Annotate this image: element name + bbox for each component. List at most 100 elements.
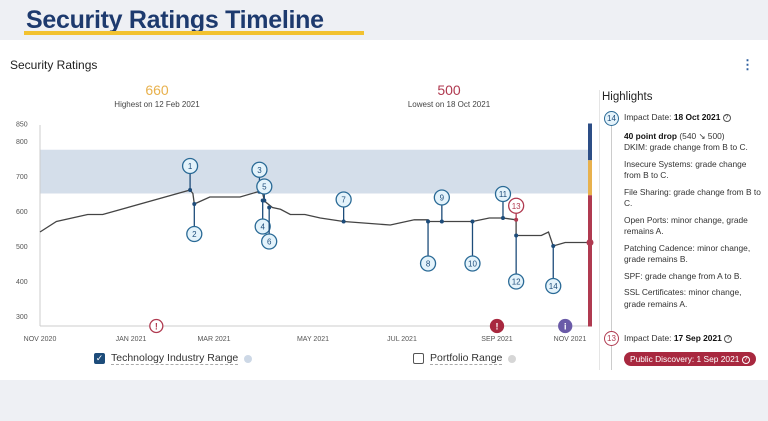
industry-range-band — [40, 149, 588, 194]
highest-stat: 660 Highest on 12 Feb 2021 — [77, 82, 237, 109]
x-tick-label: NOV 2020 — [24, 336, 57, 343]
page-title: Security Ratings Timeline — [26, 6, 324, 34]
industry-checkbox[interactable]: ✓ — [94, 353, 105, 364]
marker-circle — [507, 197, 525, 214]
marker-circle — [464, 255, 481, 272]
highlight-change-line: SSL Certificates: minor change, grade re… — [624, 287, 742, 309]
x-tick-label: NOV 2021 — [554, 336, 587, 343]
rating-line — [39, 189, 588, 247]
marker-point — [262, 198, 267, 203]
grade-bar-segment — [588, 160, 592, 196]
marker-number: 10 — [468, 260, 477, 269]
marker-number: 13 — [512, 202, 521, 211]
event-marker-2[interactable]: 2 — [186, 202, 203, 243]
marker-circle — [335, 191, 352, 208]
highest-label: Highest on 12 Feb 2021 — [114, 100, 200, 109]
exclamation-icon[interactable]: ! — [489, 318, 505, 334]
marker-circle — [181, 157, 199, 175]
legend-industry[interactable]: ✓ Technology Industry Range — [94, 352, 253, 365]
highlight-marker-14[interactable]: 14 — [604, 111, 619, 126]
lowest-value: 500 — [437, 82, 461, 98]
marker-point — [192, 202, 197, 206]
marker-number: 6 — [267, 238, 272, 247]
exclamation-icon[interactable]: ! — [149, 318, 164, 334]
vertical-ellipsis-icon[interactable]: ⋮ — [741, 57, 754, 72]
y-tick-label: 400 — [16, 279, 28, 286]
marker-number: 9 — [440, 194, 445, 203]
lowest-stat: 500 Lowest on 18 Oct 2021 — [369, 82, 529, 109]
event-marker-4[interactable]: 4 — [254, 198, 271, 235]
event-marker-14[interactable]: 14 — [545, 244, 562, 295]
event-icon-glyph: ! — [496, 322, 499, 332]
event-marker-13[interactable]: 13 — [507, 197, 525, 222]
marker-point — [514, 233, 519, 238]
portfolio-checkbox[interactable] — [413, 353, 424, 364]
event-marker-9[interactable]: 9 — [433, 189, 450, 224]
info-icon[interactable]: i — [558, 318, 573, 334]
y-tick-label: 300 — [16, 314, 28, 321]
divider — [599, 90, 600, 370]
highlight-change-line: SPF: grade change from A to B. — [624, 270, 742, 281]
marker-circle — [545, 277, 562, 295]
marker-number: 14 — [549, 282, 558, 291]
y-tick-label: 600 — [16, 209, 28, 216]
highlight-change-line: File Sharing: grade change from B to C. — [624, 186, 761, 209]
y-tick-label: 800 — [16, 139, 28, 146]
event-icon-glyph: i — [564, 322, 567, 332]
y-tick-label: 850 — [16, 122, 28, 129]
event-marker-8[interactable]: 8 — [419, 219, 437, 272]
portfolio-label: Portfolio Range — [430, 352, 503, 365]
x-tick-label: MAR 2021 — [197, 336, 230, 343]
ratings-chart: 300 400 500 600 700 800 850 NOV 2020 JAN 2021 MAR… — [16, 122, 594, 343]
highlights-title: Highlights — [602, 91, 653, 103]
ratings-card — [0, 40, 768, 380]
event-marker-11[interactable]: 11 — [494, 185, 512, 221]
x-tick-label: JUL 2021 — [387, 336, 417, 343]
marker-number: 2 — [192, 230, 197, 239]
marker-circle — [507, 273, 525, 290]
event-marker-1[interactable]: 1 — [181, 157, 199, 193]
event-marker-12[interactable]: 12 — [507, 233, 525, 290]
current-rating-dot — [586, 239, 594, 246]
highlights-timeline-line — [611, 125, 612, 370]
event-marker-7[interactable]: 7 — [335, 191, 352, 224]
marker-point — [188, 188, 193, 192]
marker-point — [439, 219, 444, 224]
marker-number: 12 — [512, 278, 521, 287]
marker-number: 4 — [260, 223, 265, 232]
x-tick-label: SEP 2021 — [481, 336, 513, 343]
help-icon[interactable]: ? — [741, 355, 750, 364]
public-discovery-badge[interactable]: Public Discovery: 1 Sep 2021 ? — [624, 352, 756, 366]
public-discovery-text: Public Discovery: 1 Sep 2021 — [630, 354, 740, 364]
event-marker-10[interactable]: 10 — [464, 219, 481, 272]
impact-label: Impact Date: — [624, 112, 672, 122]
help-icon[interactable]: ? — [724, 334, 733, 343]
event-marker-6[interactable]: 6 — [261, 205, 278, 250]
marker-circle — [494, 185, 512, 203]
highlight-change-line: Patching Cadence: minor change, grade re… — [624, 242, 751, 265]
impact-date: 17 Sep 2021 — [673, 333, 722, 343]
x-tick-label: JAN 2021 — [116, 336, 147, 343]
marker-number: 1 — [188, 162, 193, 171]
grade-bar-segment — [588, 195, 592, 327]
marker-point — [267, 205, 272, 210]
card-title: Security Ratings — [10, 58, 98, 72]
event-icon-circle — [489, 318, 505, 334]
event-icon-glyph: ! — [155, 322, 158, 332]
help-icon[interactable]: ? — [722, 113, 731, 122]
marker-point — [341, 219, 346, 224]
title-underline — [24, 31, 364, 35]
highlight-marker-13[interactable]: 13 — [604, 331, 619, 346]
x-tick-label: MAY 2021 — [297, 336, 329, 343]
marker-circle — [261, 233, 278, 250]
highlight-item-14: Impact Date: 18 Oct 2021 ? 40 point drop… — [624, 112, 764, 315]
legend-portfolio[interactable]: Portfolio Range — [413, 352, 517, 365]
marker-circle — [251, 161, 268, 178]
marker-circle — [254, 218, 271, 235]
marker-circle — [433, 189, 450, 206]
marker-circle — [256, 178, 273, 195]
marker-point — [500, 216, 505, 220]
event-marker-5[interactable]: 5 — [256, 178, 273, 203]
y-tick-label: 500 — [16, 244, 28, 251]
grade-bar-segment — [588, 123, 592, 161]
